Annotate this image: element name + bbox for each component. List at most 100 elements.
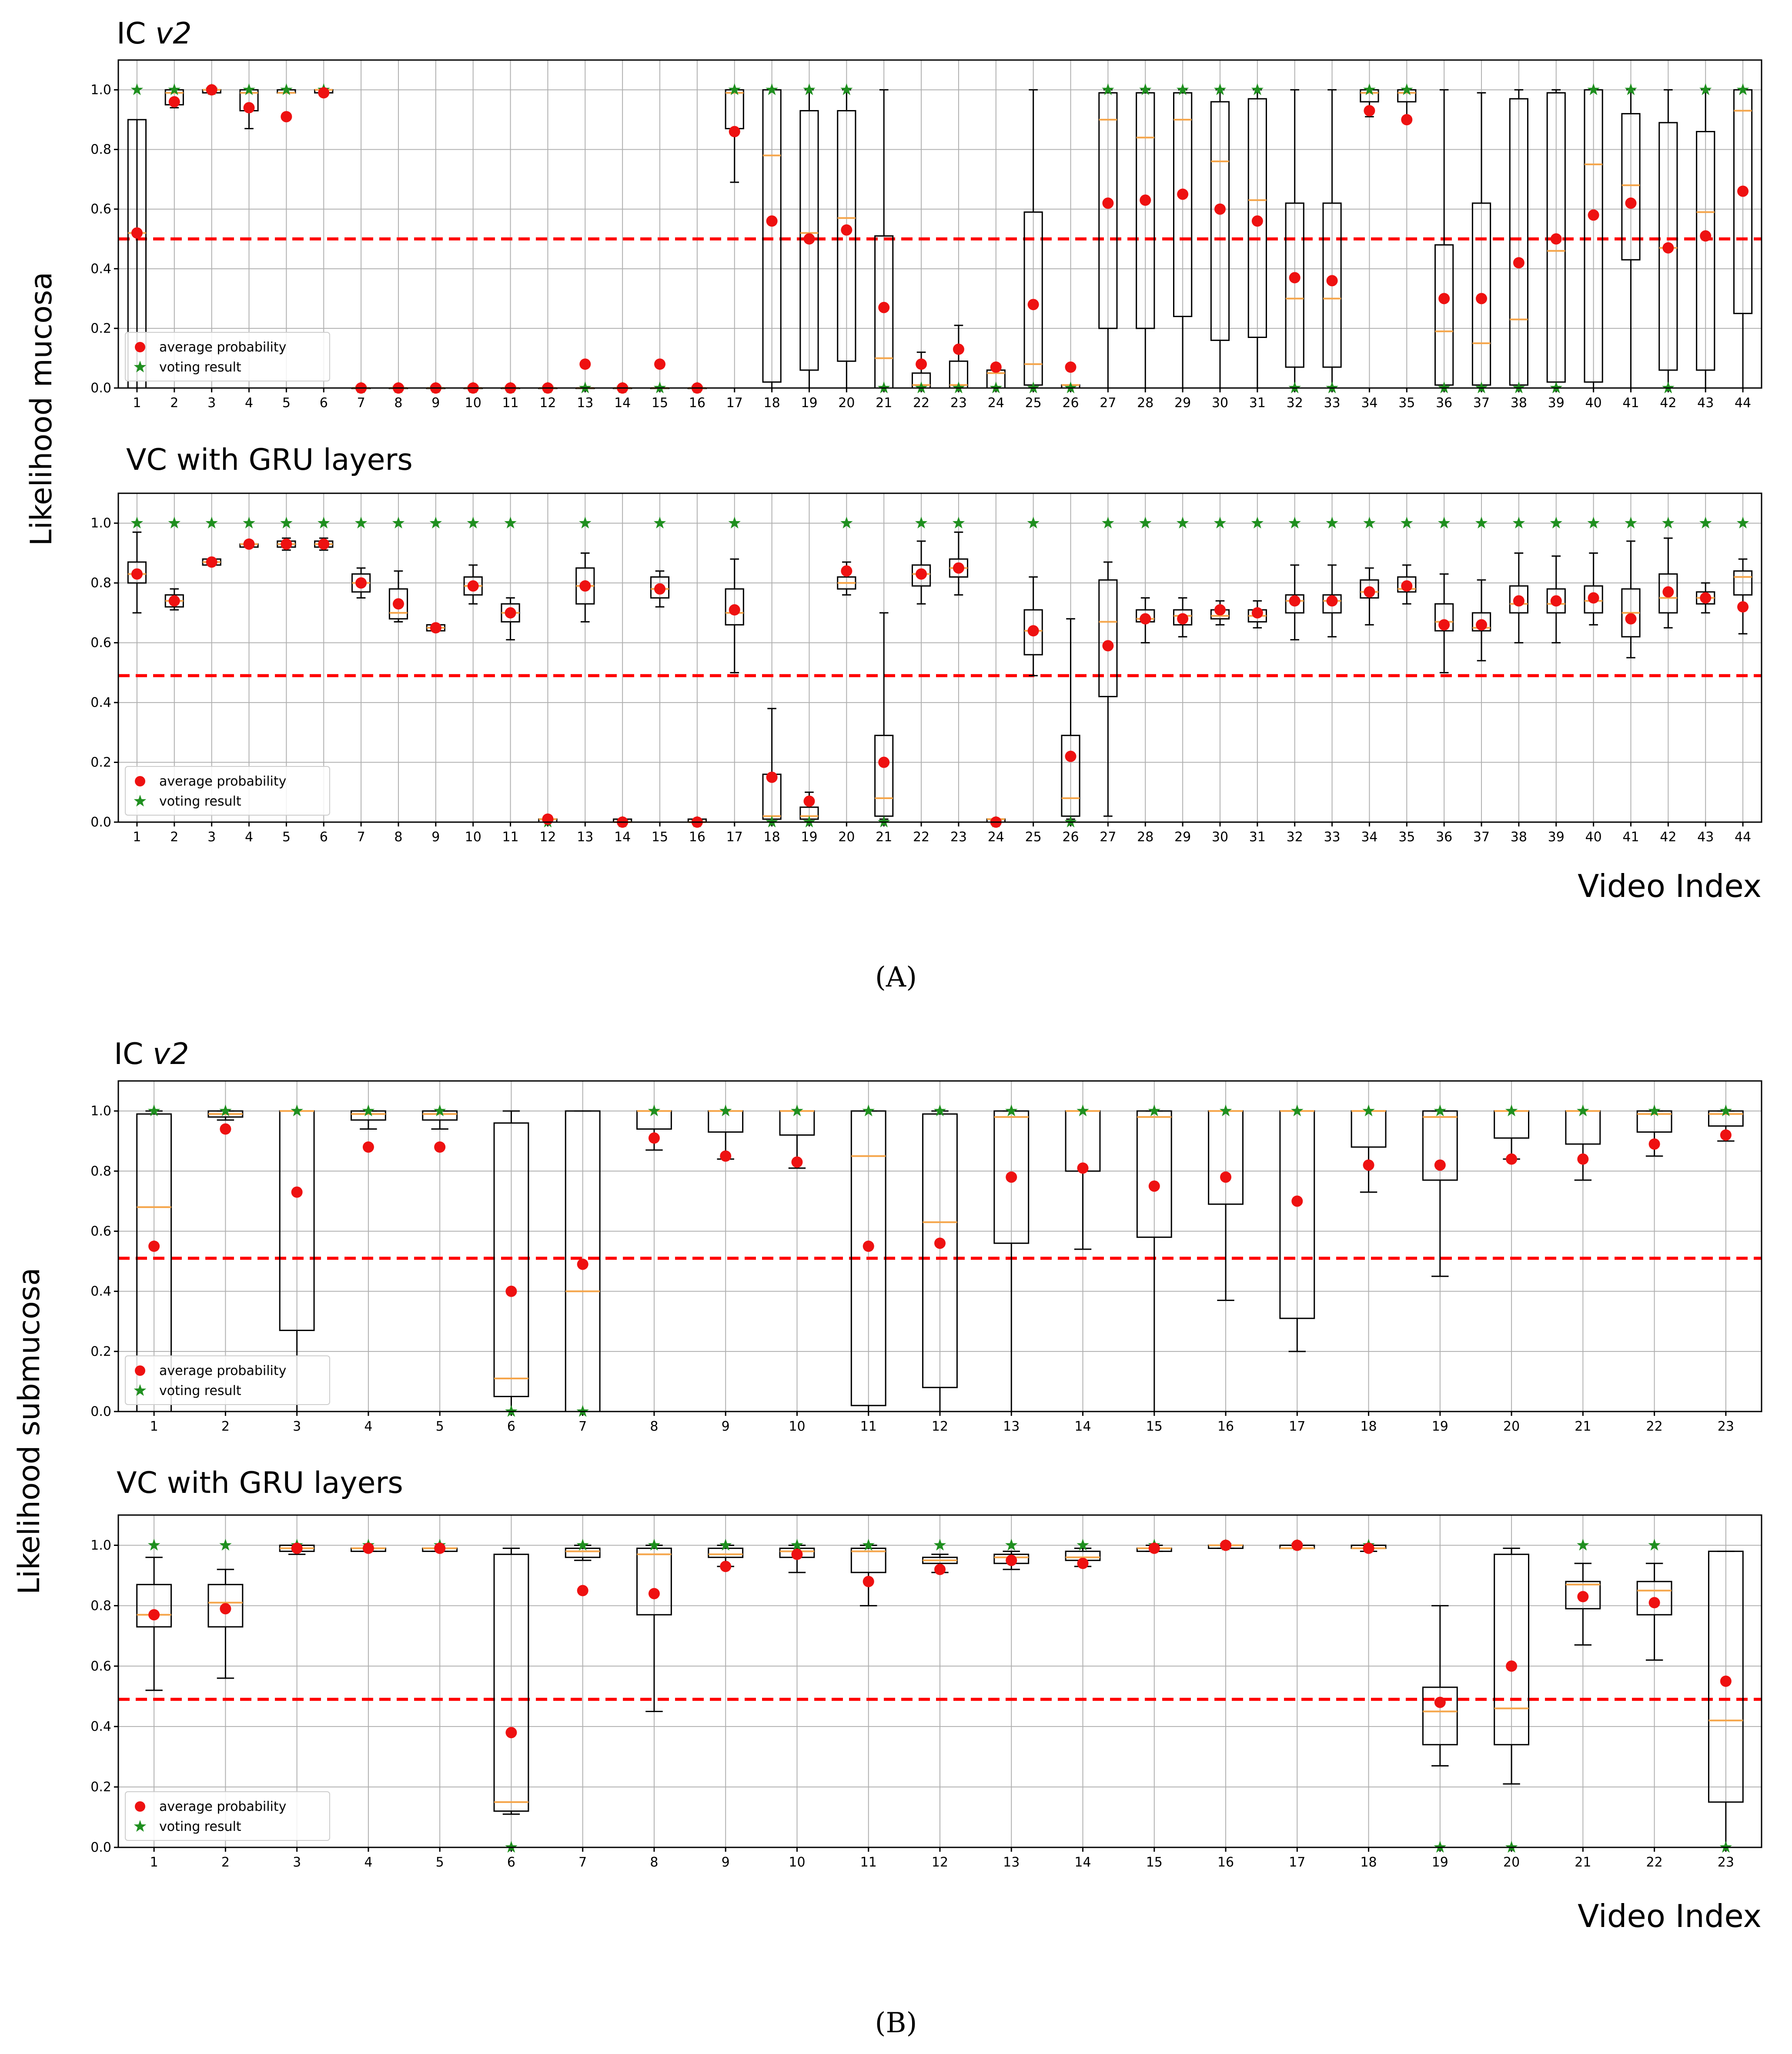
voting-marker xyxy=(1027,516,1040,529)
x-tick-label: 28 xyxy=(1137,830,1153,845)
average-marker xyxy=(1513,257,1525,269)
voting-marker xyxy=(1401,83,1413,95)
average-marker xyxy=(1434,1159,1446,1171)
average-marker xyxy=(131,227,143,239)
box-plot xyxy=(1023,576,1043,676)
box-iqr xyxy=(1471,612,1491,632)
average-marker xyxy=(1364,586,1375,598)
average-marker xyxy=(1006,1171,1017,1183)
panel-vc-gru-mucosa: VC with GRU layers Video Index 0.0 0.2 0.4… xyxy=(90,443,1762,904)
box-plot xyxy=(350,1110,386,1130)
box-plot xyxy=(1397,564,1417,605)
legend-box xyxy=(125,1355,330,1405)
box-iqr xyxy=(1322,202,1342,368)
box-iqr xyxy=(1360,579,1379,599)
average-marker xyxy=(791,1156,803,1168)
voting-marker xyxy=(915,516,928,529)
x-tick-label: 35 xyxy=(1398,395,1415,411)
x-tick-label: 21 xyxy=(876,395,892,411)
box-iqr xyxy=(565,1547,601,1558)
x-tick-label: 39 xyxy=(1548,830,1565,845)
x-tick-label: 3 xyxy=(293,1855,301,1870)
x-tick-label: 6 xyxy=(320,830,328,845)
box-plot xyxy=(1621,540,1641,659)
y-tick-label: 0.2 xyxy=(90,1780,111,1795)
voting-marker xyxy=(1077,1539,1089,1551)
voting-marker xyxy=(433,1104,446,1117)
average-marker xyxy=(934,1564,946,1576)
voting-marker xyxy=(1475,516,1488,529)
x-tick-label: 9 xyxy=(722,1419,730,1434)
voting-marker xyxy=(130,83,144,95)
voting-marker xyxy=(1438,516,1451,529)
box-iqr xyxy=(1494,1553,1530,1746)
legend-voting-marker xyxy=(134,1820,147,1832)
average-marker xyxy=(648,1588,660,1599)
average-marker xyxy=(1720,1129,1732,1141)
box-iqr xyxy=(850,1547,886,1573)
average-marker xyxy=(1289,595,1301,607)
x-tick-label: 28 xyxy=(1137,395,1153,411)
voting-marker xyxy=(862,1539,875,1551)
x-tick-label: 16 xyxy=(1217,1419,1234,1434)
average-marker xyxy=(1102,197,1114,209)
voting-marker xyxy=(933,1539,946,1551)
x-tick-label: 5 xyxy=(436,1855,444,1870)
legend-voting-label: voting result xyxy=(159,1819,241,1834)
box-iqr xyxy=(1173,92,1193,317)
x-tick-label: 11 xyxy=(860,1419,877,1434)
box-iqr xyxy=(1708,1550,1744,1803)
x-tick-label: 4 xyxy=(364,1855,372,1870)
x-tick-label: 20 xyxy=(838,830,855,845)
box-iqr xyxy=(1247,98,1267,338)
x-tick-label: 38 xyxy=(1511,830,1527,845)
x-tick-label: 7 xyxy=(357,395,365,411)
x-tick-label: 24 xyxy=(988,395,1004,411)
average-marker xyxy=(1625,613,1637,625)
average-marker xyxy=(434,1141,446,1153)
legend-voting-label: voting result xyxy=(159,1383,241,1398)
x-tick-label: 30 xyxy=(1212,395,1228,411)
voting-marker xyxy=(1699,516,1712,529)
y-tick-label: 0.4 xyxy=(90,695,111,710)
voting-marker xyxy=(1291,1104,1304,1117)
x-tick-label: 33 xyxy=(1324,395,1340,411)
x-tick-label: 27 xyxy=(1100,395,1116,411)
x-tick-label: 8 xyxy=(394,395,402,411)
box-iqr xyxy=(136,1584,172,1628)
average-marker xyxy=(1720,1676,1732,1687)
legend-voting-marker xyxy=(134,361,147,373)
average-marker xyxy=(1027,299,1039,311)
average-marker xyxy=(291,1542,303,1554)
box-plot xyxy=(1658,537,1678,629)
x-tick-label: 3 xyxy=(207,395,216,411)
average-marker xyxy=(791,1549,803,1560)
average-marker xyxy=(1291,1539,1303,1551)
voting-marker xyxy=(1577,1104,1589,1117)
average-marker xyxy=(505,1285,517,1297)
x-tick-label: 6 xyxy=(320,395,328,411)
x-tick-label: 8 xyxy=(394,830,402,845)
average-marker xyxy=(841,565,853,577)
average-marker xyxy=(1251,215,1263,227)
x-tick-label: 5 xyxy=(282,395,291,411)
x-tick-label: 32 xyxy=(1287,395,1303,411)
voting-marker xyxy=(168,516,181,529)
y-tick-label: 1.0 xyxy=(90,83,111,98)
box-iqr xyxy=(493,1122,529,1397)
average-marker xyxy=(1177,613,1189,625)
x-tick-label: 23 xyxy=(1718,1419,1734,1434)
average-marker xyxy=(281,538,292,550)
average-marker xyxy=(1588,209,1599,221)
voting-marker xyxy=(429,516,442,529)
voting-marker xyxy=(1362,1104,1375,1117)
average-marker xyxy=(1027,625,1039,637)
box-plot xyxy=(1636,1562,1672,1661)
x-tick-label: 40 xyxy=(1585,830,1602,845)
voting-marker xyxy=(653,516,666,529)
average-marker xyxy=(1550,233,1562,245)
x-tick-label: 16 xyxy=(1217,1855,1234,1870)
average-marker xyxy=(131,568,143,580)
y-tick-label: 0.6 xyxy=(90,202,111,217)
average-marker xyxy=(220,1603,231,1615)
